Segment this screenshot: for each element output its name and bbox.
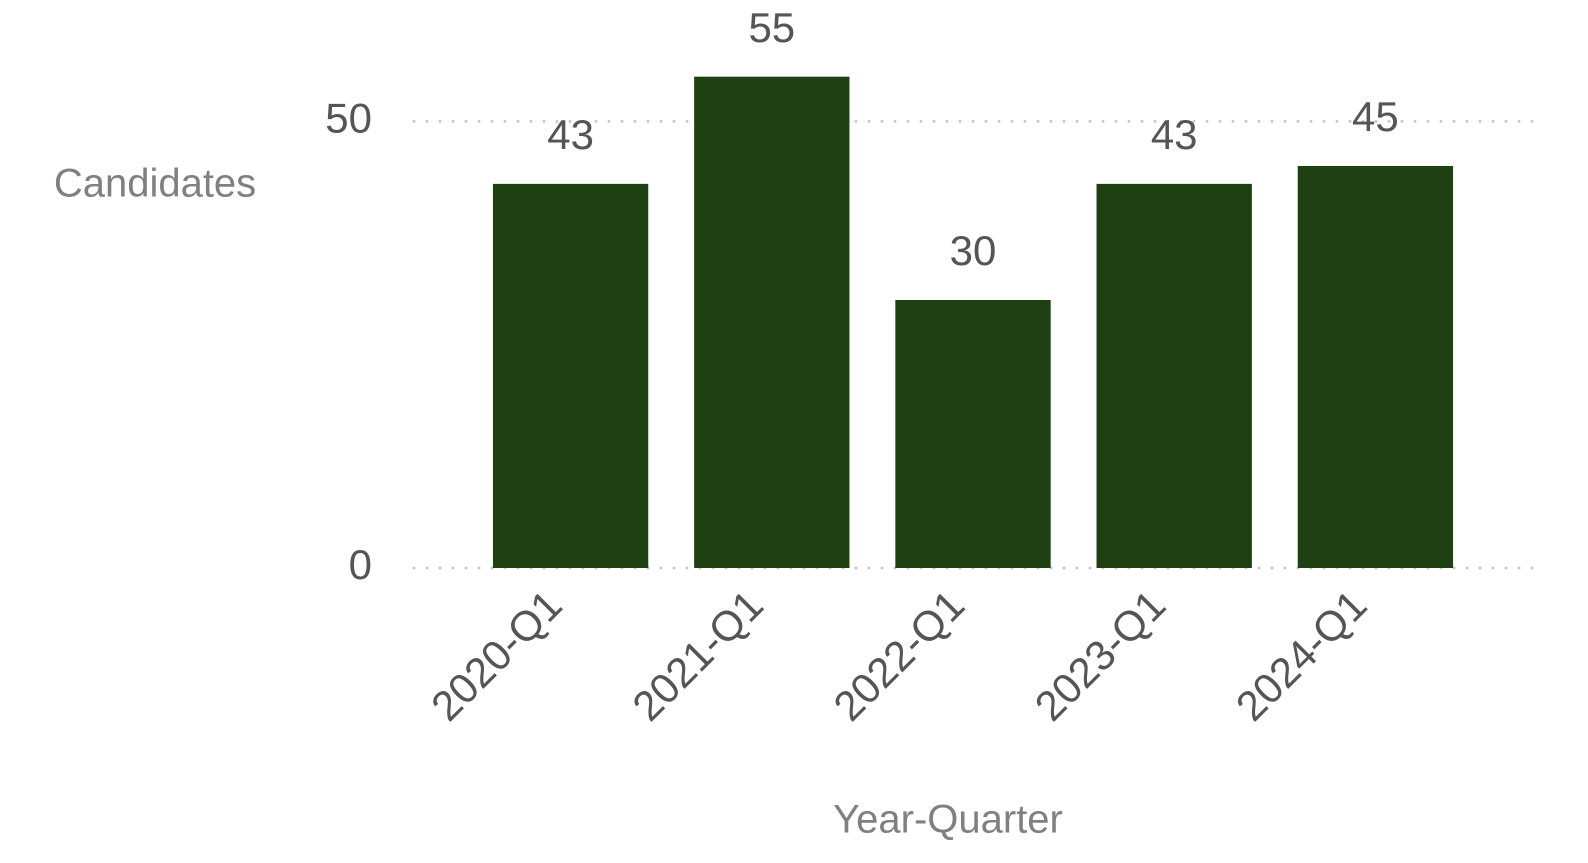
data-label: 30 — [950, 227, 997, 274]
bar — [895, 300, 1051, 568]
y-axis-title: Candidates — [54, 162, 256, 206]
x-tick-label: 2022-Q1 — [824, 581, 973, 730]
bar — [1297, 166, 1454, 568]
bar — [1096, 183, 1252, 568]
bar — [694, 76, 850, 569]
x-tick-label: 2024-Q1 — [1227, 581, 1376, 730]
x-axis-title: Year-Quarter — [833, 798, 1063, 842]
y-tick-label: 0 — [349, 541, 372, 588]
data-label: 43 — [547, 111, 594, 158]
x-tick-label: 2021-Q1 — [623, 581, 772, 730]
x-tick-label: 2020-Q1 — [422, 581, 571, 730]
bar — [492, 183, 649, 568]
y-tick-label: 50 — [325, 94, 372, 141]
data-label: 45 — [1352, 93, 1399, 140]
data-label: 55 — [748, 4, 795, 51]
x-tick-label: 2023-Q1 — [1026, 581, 1175, 730]
data-label: 43 — [1151, 111, 1198, 158]
